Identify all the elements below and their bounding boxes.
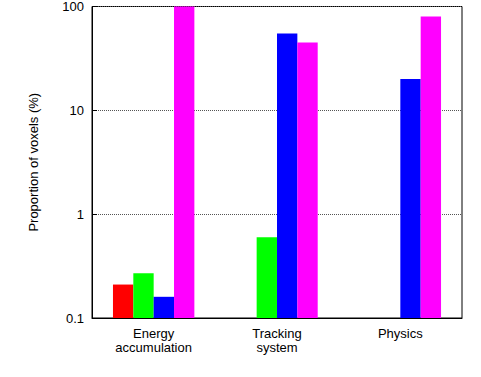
svg-text:100: 100 <box>62 0 84 14</box>
svg-text:Proportion of voxels (%): Proportion of voxels (%) <box>26 93 41 232</box>
svg-text:accumulation: accumulation <box>115 340 192 355</box>
svg-text:Energy: Energy <box>133 326 175 341</box>
svg-text:system: system <box>256 340 297 355</box>
svg-text:0.1: 0.1 <box>66 311 84 326</box>
svg-text:1: 1 <box>77 207 84 222</box>
svg-text:Tracking: Tracking <box>252 326 301 341</box>
svg-text:Physics: Physics <box>378 326 423 341</box>
svg-text:10: 10 <box>70 103 84 118</box>
